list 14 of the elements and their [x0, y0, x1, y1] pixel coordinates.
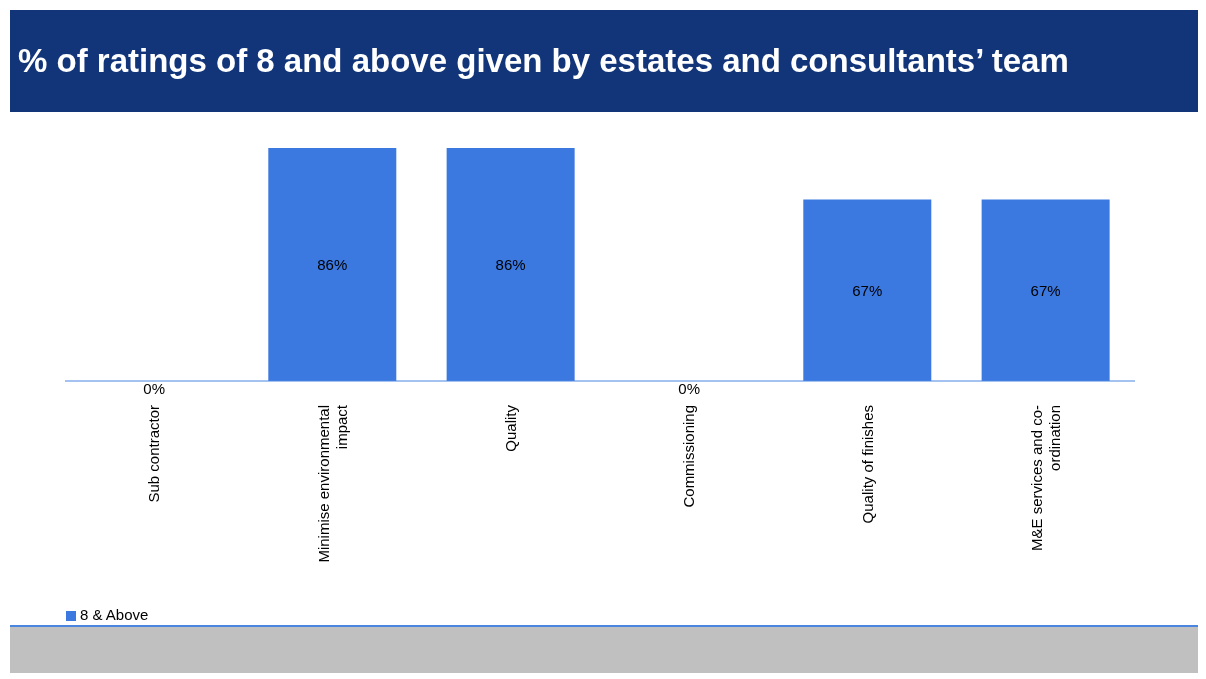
data-label: 86%: [317, 255, 348, 273]
x-tick-label: Sub contractor: [145, 405, 163, 503]
data-label: 67%: [1030, 281, 1061, 299]
chart-title: % of ratings of 8 and above given by estates and consultants’ team: [10, 10, 1198, 112]
legend-label: 8 & Above: [80, 606, 149, 623]
data-label: 0%: [678, 380, 701, 397]
x-tick-label: Minimise environmental impact: [314, 404, 350, 563]
x-tick-label: Quality: [501, 404, 519, 452]
data-label: 67%: [852, 281, 883, 299]
data-label: 0%: [143, 380, 166, 397]
x-tick-label: Commissioning: [680, 405, 698, 508]
x-tick-label: M&E services and co-ordination: [1027, 405, 1063, 551]
x-tick-label: Quality of finishes: [858, 405, 876, 524]
data-label: 86%: [495, 255, 526, 273]
